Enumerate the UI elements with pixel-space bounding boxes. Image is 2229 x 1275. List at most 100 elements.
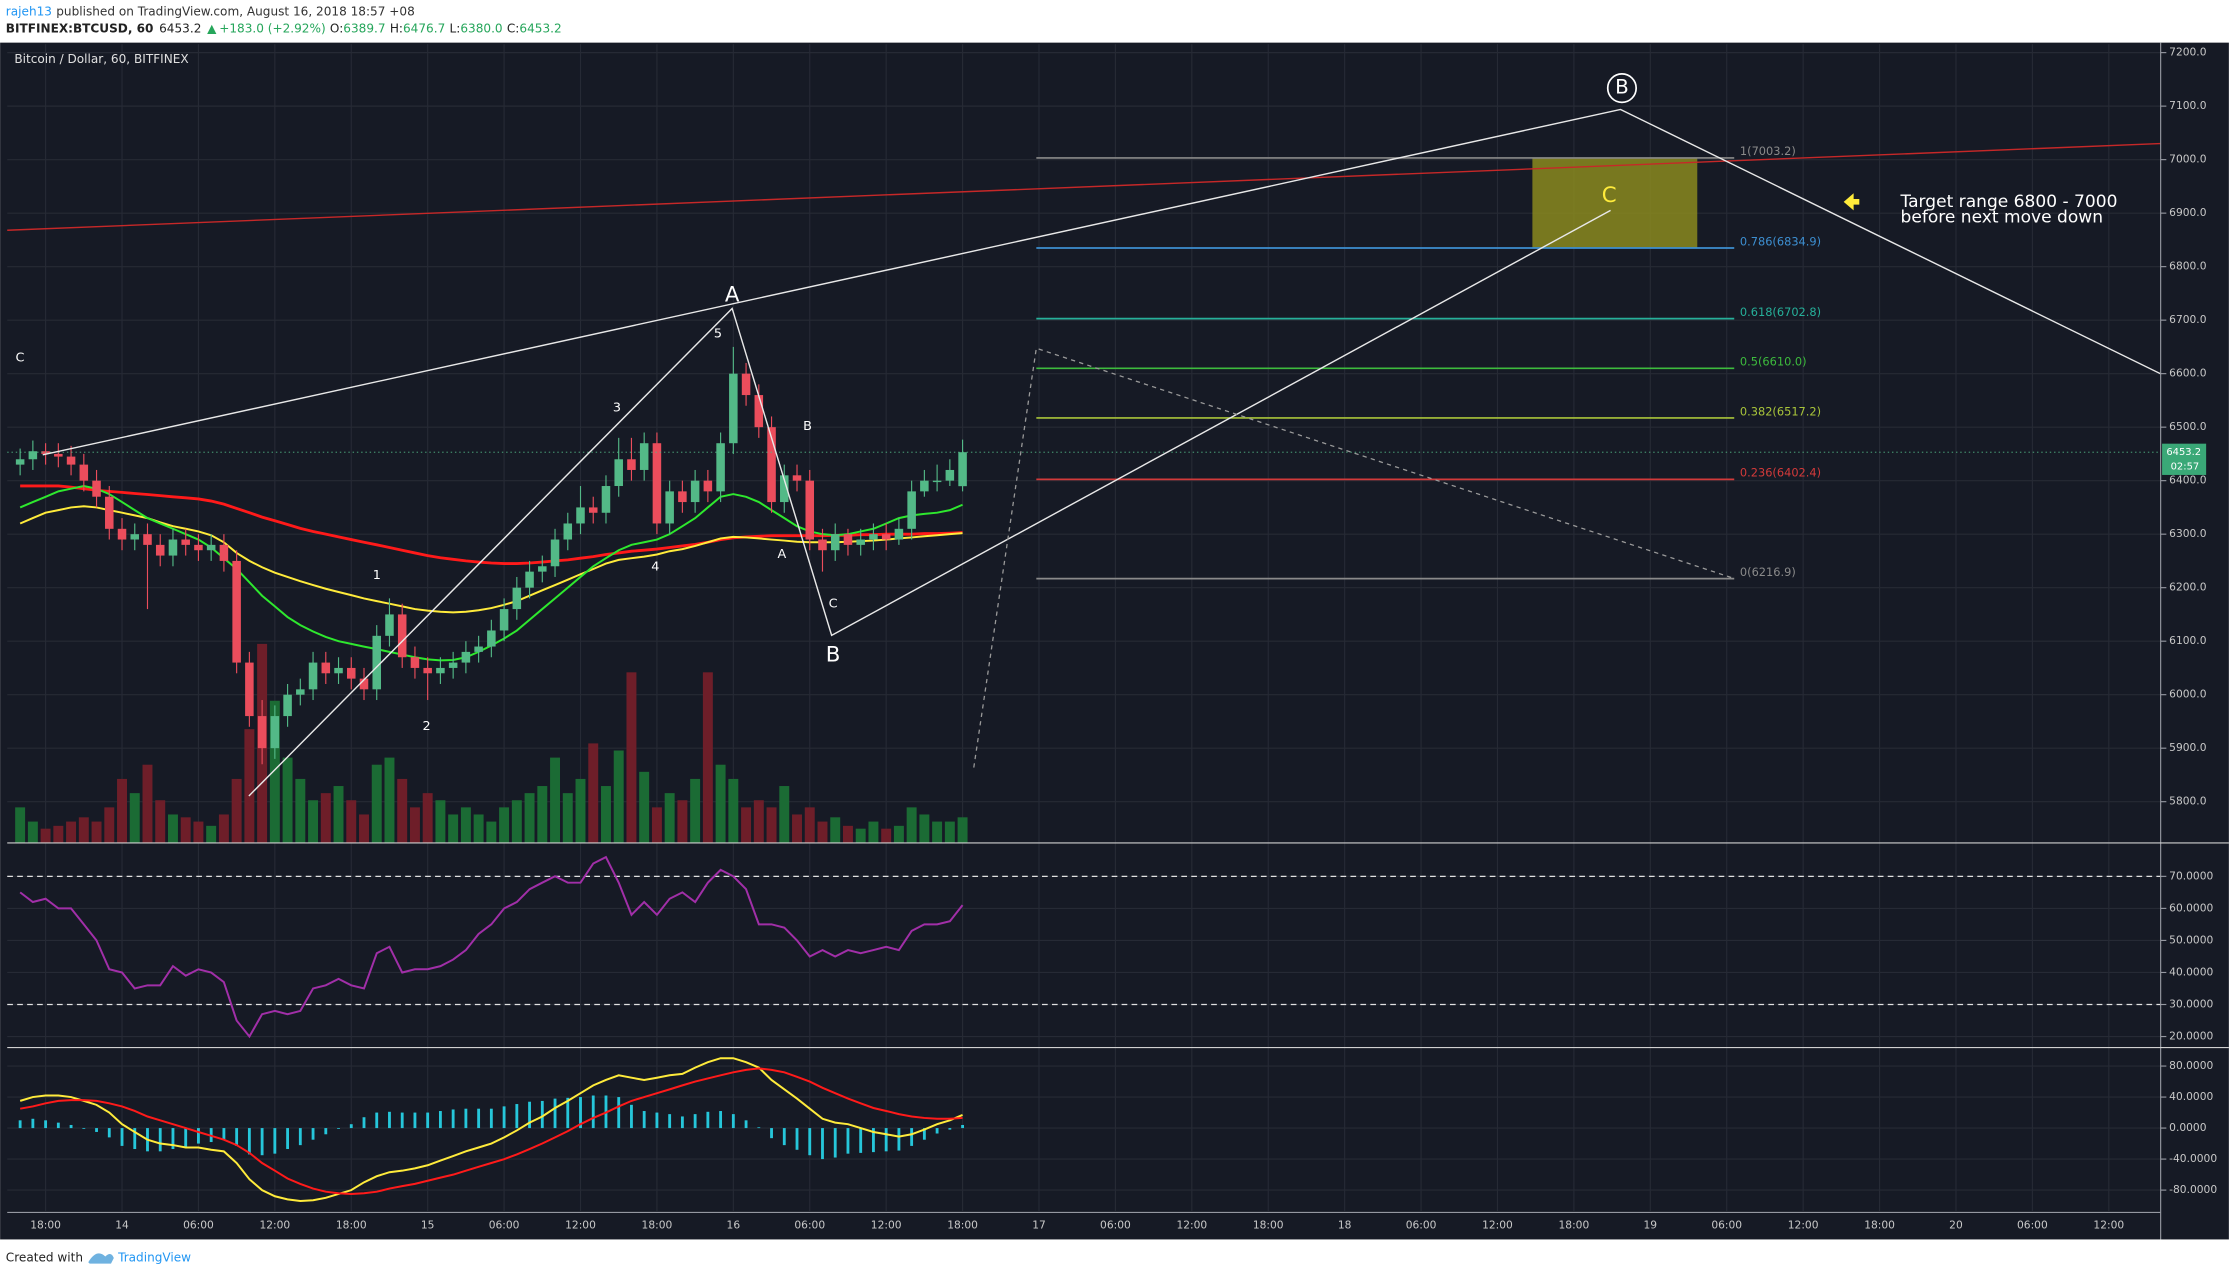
x-tick-label: 06:00 xyxy=(489,1218,520,1231)
y-tick-label: 6800.0 xyxy=(2169,260,2207,273)
fib-label: 0.786(6834.9) xyxy=(1740,234,1821,248)
histogram-bar xyxy=(884,1128,888,1152)
x-tick-label: 14 xyxy=(115,1218,129,1231)
volume-bar xyxy=(753,800,764,843)
y-tick-label: 6500.0 xyxy=(2169,420,2207,433)
l-val: 6380.0 xyxy=(460,21,502,35)
candle-body xyxy=(372,635,381,690)
histogram-bar xyxy=(706,1111,710,1129)
candle-body xyxy=(257,716,267,749)
candle-body xyxy=(703,480,713,492)
brand[interactable]: TradingView xyxy=(117,1250,191,1264)
histogram-bar xyxy=(426,1112,430,1129)
histogram-bar xyxy=(910,1128,914,1146)
wave-label: C xyxy=(1602,183,1617,208)
candle-body xyxy=(525,571,534,588)
candle-body xyxy=(15,459,25,465)
volume-bar xyxy=(308,800,319,843)
histogram-bar xyxy=(311,1128,315,1140)
fib-label: 1(7003.2) xyxy=(1740,144,1796,158)
volume-bar xyxy=(104,807,115,843)
volume-bar xyxy=(333,786,344,843)
candle-body xyxy=(843,534,853,545)
h-key: H: xyxy=(390,21,403,35)
volume-bar xyxy=(702,672,713,843)
histogram-bar xyxy=(821,1128,824,1160)
histogram-bar xyxy=(719,1111,723,1129)
histogram-bar xyxy=(171,1128,175,1150)
candle-body xyxy=(780,475,789,503)
histogram-bar xyxy=(260,1128,264,1156)
o-val: 6389.7 xyxy=(343,21,385,35)
volume-bar xyxy=(690,778,701,843)
volume-bar xyxy=(282,757,293,843)
histogram-bar xyxy=(655,1112,659,1129)
volume-bar xyxy=(320,793,331,843)
candle-body xyxy=(168,539,178,556)
volume-bar xyxy=(435,800,446,843)
volume-bar xyxy=(218,814,229,843)
volume-bar xyxy=(830,817,841,843)
volume-bar xyxy=(651,807,662,843)
candle-body xyxy=(550,539,560,567)
candle-body xyxy=(729,373,738,444)
wave-label: 2 xyxy=(422,719,430,734)
x-tick-label: 12:00 xyxy=(259,1218,290,1231)
histogram-bar xyxy=(324,1128,328,1135)
histogram-bar xyxy=(782,1128,786,1146)
user[interactable]: rajeh13 xyxy=(6,4,52,18)
histogram-bar xyxy=(438,1111,442,1129)
x-tick-label: 15 xyxy=(421,1218,435,1231)
histogram-bar xyxy=(502,1106,506,1129)
histogram-bar xyxy=(579,1097,582,1129)
wave-label: B xyxy=(803,419,812,434)
histogram-bar xyxy=(808,1128,812,1156)
arrow: ▲ xyxy=(207,21,217,35)
c-val: 6453.2 xyxy=(519,21,561,35)
o-key: O: xyxy=(330,21,343,35)
y-tick-label: 6600.0 xyxy=(2169,367,2207,380)
histogram-bar xyxy=(273,1128,277,1154)
candle-body xyxy=(359,678,369,690)
x-tick-label: 06:00 xyxy=(2017,1218,2048,1231)
volume-bar xyxy=(409,807,420,843)
volume-bar xyxy=(499,807,510,843)
volume-bar xyxy=(78,817,89,843)
volume-bar xyxy=(15,807,26,843)
wave-circle xyxy=(1606,73,1638,104)
candle-body xyxy=(79,464,89,481)
histogram-bar xyxy=(680,1116,684,1129)
candle-body xyxy=(678,491,687,503)
y-tick-label: 70.0000 xyxy=(2169,869,2213,882)
volume-bar xyxy=(142,764,153,843)
volume-bar xyxy=(906,807,917,843)
candle-body xyxy=(945,469,955,481)
moving-average xyxy=(19,505,963,614)
x-tick-label: 18:00 xyxy=(336,1218,367,1231)
candle-body xyxy=(436,667,445,674)
x-tick-label: 12:00 xyxy=(565,1218,596,1231)
drawing-line xyxy=(42,108,2161,456)
histogram-bar xyxy=(515,1104,519,1129)
histogram-bar xyxy=(770,1128,773,1139)
volume-bar xyxy=(524,793,535,843)
histogram-bar xyxy=(107,1128,111,1138)
candle-body xyxy=(818,539,827,551)
footer-bg xyxy=(0,1239,2229,1275)
volume-bar xyxy=(588,743,599,843)
histogram-bar xyxy=(464,1108,468,1129)
header-line2: BITFINEX:BTCUSD, 60 6453.2 ▲ +183.0 (+2.92%… xyxy=(6,21,562,35)
histogram-bar xyxy=(553,1098,557,1129)
x-tick-label: 12:00 xyxy=(871,1218,902,1231)
candle-body xyxy=(665,491,674,524)
candle-body xyxy=(219,544,229,561)
candle-body xyxy=(232,560,241,663)
x-tick-label: 06:00 xyxy=(1406,1218,1437,1231)
y-tick-label: 40.0000 xyxy=(2169,965,2213,978)
volume-bar xyxy=(295,778,306,843)
candle-body xyxy=(881,534,891,540)
volume-bar xyxy=(562,793,573,843)
candle-body xyxy=(423,667,432,674)
volume-bar xyxy=(371,764,382,843)
